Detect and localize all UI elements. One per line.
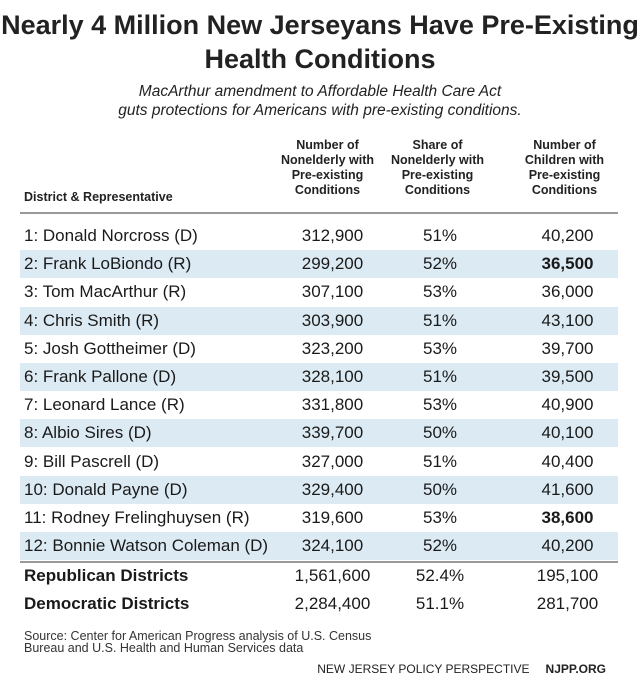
cell-district: 1: Donald Norcross (D) (24, 226, 198, 245)
cell-share: 52% (422, 536, 458, 556)
cell-district: 2: Frank LoBiondo (R) (24, 254, 192, 274)
cell-share: 53% (422, 338, 458, 358)
cell-district: 6: Frank Pallone (D) (24, 367, 177, 386)
cell-share: 50% (422, 423, 458, 443)
table-row: 11: Rodney Frelinghuysen (R) 319,600 53% 38… (20, 504, 618, 532)
cell-nonelderly: 339,700 (301, 423, 364, 443)
cell-nonelderly: 307,100 (301, 282, 364, 302)
cell-children: 38,600 (541, 508, 594, 527)
cell-share: 53% (422, 282, 458, 302)
cell-nonelderly: 303,900 (301, 310, 364, 330)
header-nonelderly-number: Number of Nonelderly with Pre-existing Cond… (280, 138, 375, 197)
cell-children: 40,400 (541, 451, 594, 471)
cell-share: 51% (422, 226, 458, 245)
cell-share: 51% (422, 367, 458, 386)
cell-children: 39,500 (541, 367, 594, 386)
header-rule (20, 212, 618, 214)
table-row: 3: Tom MacArthur (R) 307,100 53% 36,000 (20, 278, 618, 306)
cell-nonelderly: 323,200 (301, 338, 364, 358)
cell-district: 3: Tom MacArthur (R) (24, 282, 187, 302)
table-row: 4: Chris Smith (R) 303,900 51% 43,100 (20, 306, 618, 335)
source-note: Source: Center for American Progress ana… (24, 629, 372, 655)
header-district: District & Representative (24, 190, 173, 204)
cell-share: 52% (422, 254, 458, 274)
cell-children: 40,200 (541, 536, 594, 556)
cell-nonelderly: 324,100 (301, 536, 364, 556)
cell-district: 11: Rodney Frelinghuysen (R) (24, 508, 250, 527)
subtitle: MacArthur amendment to Affordable Health… (0, 82, 640, 120)
cell-nonelderly: 1,561,600 (294, 566, 371, 585)
cell-nonelderly: 299,200 (301, 254, 364, 274)
cell-district: 5: Josh Gottheimer (D) (24, 338, 196, 358)
cell-nonelderly: 327,000 (301, 451, 364, 471)
cell-children: 41,600 (541, 479, 594, 499)
cell-children: 40,100 (541, 423, 594, 443)
table-row: 6: Frank Pallone (D) 328,100 51% 39,500 (20, 363, 618, 391)
cell-children: 40,200 (541, 226, 594, 245)
header-nonelderly-share: Share of Nonelderly with Pre-existing Condi… (390, 138, 485, 197)
cell-children: 40,900 (541, 395, 594, 415)
table-row: 10: Donald Payne (D) 329,400 50% 41,600 (20, 475, 618, 504)
cell-share: 51% (422, 310, 458, 330)
totals-row: Democratic Districts 2,284,400 51.1% 281,70… (20, 590, 618, 618)
totals-row: Republican Districts 1,561,600 52.4% 195,10… (20, 562, 618, 590)
cell-district: Republican Districts (24, 566, 189, 585)
footer-org: NEW JERSEY POLICY PERSPECTIVE (317, 662, 530, 676)
footer-url: NJPP.ORG (545, 662, 606, 676)
cell-district: 12: Bonnie Watson Coleman (D) (24, 536, 269, 556)
cell-nonelderly: 319,600 (301, 508, 364, 527)
cell-district: 7: Leonard Lance (R) (24, 395, 185, 415)
subtitle-line: MacArthur amendment to Affordable Health… (138, 83, 502, 100)
table-row: 7: Leonard Lance (R) 331,800 53% 40,900 (20, 391, 618, 419)
cell-children: 36,000 (541, 282, 594, 302)
cell-children: 36,500 (541, 254, 594, 274)
totals-rule (20, 561, 618, 563)
page-title: Nearly 4 Million New Jerseyans Have Pre-… (1, 10, 639, 74)
cell-children: 39,700 (541, 338, 594, 358)
cell-nonelderly: 312,900 (301, 226, 364, 245)
cell-nonelderly: 328,100 (301, 367, 364, 386)
table-row: 12: Bonnie Watson Coleman (D) 324,100 52% 4… (20, 532, 618, 561)
cell-share: 52.4% (415, 566, 465, 585)
cell-share: 51.1% (415, 594, 465, 613)
cell-children: 195,100 (536, 566, 599, 585)
cell-share: 53% (422, 508, 458, 527)
footer: NEW JERSEY POLICY PERSPECTIVE NJPP.ORG (317, 662, 606, 676)
cell-nonelderly: 2,284,400 (294, 594, 371, 613)
table-row: 9: Bill Pascrell (D) 327,000 51% 40,400 (20, 448, 618, 476)
cell-district: 8: Albio Sires (D) (24, 423, 152, 443)
cell-share: 53% (422, 395, 458, 415)
cell-share: 51% (422, 451, 458, 471)
cell-nonelderly: 331,800 (301, 395, 364, 415)
table-row: 5: Josh Gottheimer (D) 323,200 53% 39,700 (20, 335, 618, 363)
subtitle-line: guts protections for Americans with pre-… (118, 102, 522, 119)
table-row: 8: Albio Sires (D) 339,700 50% 40,100 (20, 419, 618, 448)
cell-children: 43,100 (541, 310, 594, 330)
table-row: 1: Donald Norcross (D) 312,900 51% 40,200 (20, 222, 618, 250)
cell-district: Democratic Districts (24, 594, 190, 613)
cell-district: 9: Bill Pascrell (D) (24, 451, 160, 471)
cell-children: 281,700 (536, 594, 599, 613)
table-row: 2: Frank LoBiondo (R) 299,200 52% 36,500 (20, 250, 618, 279)
cell-district: 10: Donald Payne (D) (24, 479, 188, 499)
header-children-number: Number of Children with Pre-existing Condit… (524, 138, 605, 197)
cell-share: 50% (422, 479, 458, 499)
cell-district: 4: Chris Smith (R) (24, 310, 160, 330)
cell-nonelderly: 329,400 (301, 479, 364, 499)
